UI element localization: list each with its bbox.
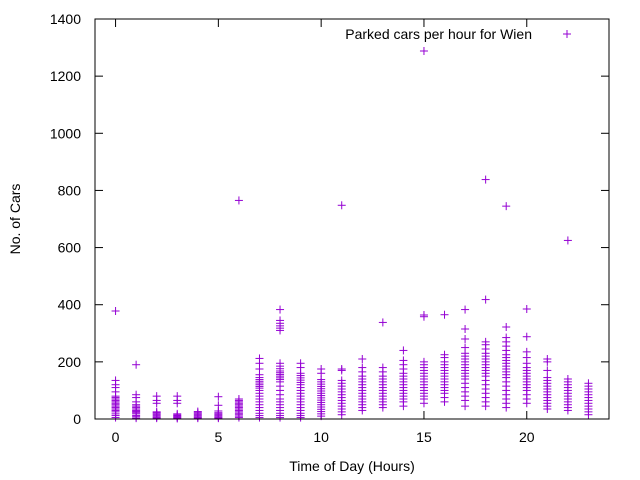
data-point bbox=[214, 392, 223, 401]
data-point bbox=[152, 392, 161, 401]
data-point bbox=[337, 201, 346, 210]
data-point bbox=[152, 407, 161, 416]
x-tick-label: 10 bbox=[313, 429, 329, 445]
y-tick-label: 200 bbox=[58, 354, 82, 370]
data-point bbox=[502, 323, 511, 331]
data-point bbox=[132, 390, 141, 399]
data-point bbox=[440, 350, 449, 359]
data-point bbox=[317, 365, 326, 373]
data-point bbox=[584, 379, 593, 388]
data-point bbox=[440, 310, 449, 319]
data-point bbox=[337, 376, 346, 385]
data-point bbox=[111, 307, 120, 315]
data-point bbox=[522, 347, 531, 356]
data-point bbox=[399, 346, 408, 355]
x-tick-label: 15 bbox=[416, 429, 432, 445]
data-point bbox=[276, 305, 285, 314]
data-point bbox=[337, 365, 346, 373]
data-point bbox=[234, 395, 243, 403]
data-point bbox=[481, 295, 490, 304]
y-tick-label: 800 bbox=[58, 182, 82, 198]
plot-frame bbox=[94, 18, 610, 420]
y-tick-label: 0 bbox=[73, 411, 81, 427]
data-point bbox=[255, 354, 264, 363]
data-point bbox=[276, 359, 285, 368]
data-point bbox=[419, 311, 428, 319]
data-point bbox=[461, 305, 470, 314]
data-point bbox=[461, 335, 470, 343]
data-point bbox=[563, 236, 572, 245]
data-point bbox=[481, 337, 490, 346]
data-point bbox=[481, 175, 490, 184]
data-point bbox=[399, 356, 408, 365]
data-point bbox=[358, 355, 367, 363]
legend-marker-symbol bbox=[563, 30, 571, 38]
data-point bbox=[543, 366, 552, 375]
data-point bbox=[193, 407, 202, 416]
data-point bbox=[502, 202, 511, 211]
data-point bbox=[358, 363, 367, 372]
legend: Parked cars per hour for Wien bbox=[345, 26, 571, 42]
data-point bbox=[378, 318, 387, 327]
x-tick-label: 0 bbox=[112, 429, 120, 445]
data-point bbox=[111, 376, 120, 385]
y-tick-label: 600 bbox=[58, 240, 82, 256]
x-tick-label: 20 bbox=[519, 429, 535, 445]
data-point bbox=[543, 373, 552, 382]
data-point bbox=[502, 333, 511, 342]
data-point bbox=[522, 305, 531, 313]
data-point bbox=[419, 47, 428, 55]
legend-label: Parked cars per hour for Wien bbox=[345, 26, 532, 42]
data-points bbox=[111, 47, 593, 423]
data-point bbox=[234, 196, 243, 205]
data-point bbox=[461, 325, 470, 333]
x-axis-title: Time of Day (Hours) bbox=[289, 458, 415, 474]
y-tick-label: 400 bbox=[58, 297, 82, 313]
data-point bbox=[563, 375, 572, 383]
data-point bbox=[419, 357, 428, 366]
data-point bbox=[543, 355, 552, 363]
y-tick-label: 1200 bbox=[50, 68, 81, 84]
data-point bbox=[522, 332, 531, 341]
data-point bbox=[132, 360, 141, 369]
data-point bbox=[378, 363, 387, 372]
data-point bbox=[173, 392, 182, 401]
x-tick-label: 5 bbox=[214, 429, 222, 445]
y-tick-label: 1400 bbox=[50, 11, 81, 27]
data-point bbox=[296, 359, 305, 368]
y-axis-title: No. of Cars bbox=[7, 184, 23, 255]
data-point bbox=[276, 316, 285, 325]
legend-marker bbox=[563, 30, 571, 38]
y-tick-label: 1000 bbox=[50, 125, 81, 141]
data-point bbox=[173, 409, 182, 418]
data-point bbox=[214, 401, 223, 410]
data-point bbox=[461, 343, 470, 352]
